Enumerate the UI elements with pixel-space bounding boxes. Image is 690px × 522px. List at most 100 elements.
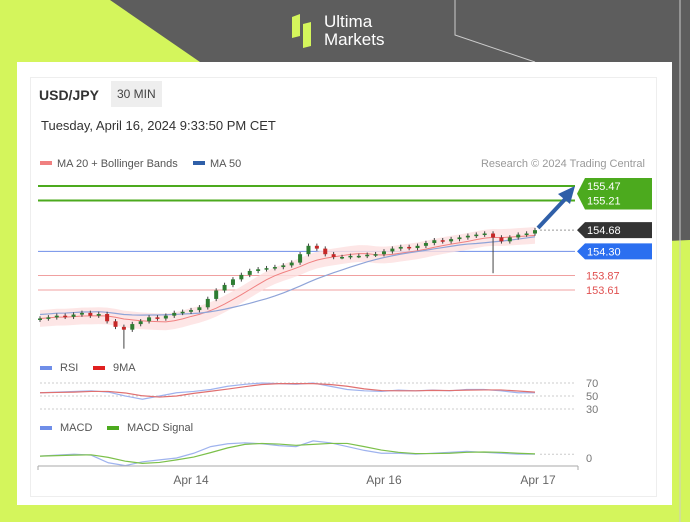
candle-body [281,265,286,268]
candle-body [365,254,370,257]
rsi-level-label: 50 [586,391,598,403]
candle-body [38,318,42,320]
datetime-label: Tuesday, April 16, 2024 9:33:50 PM CET [41,118,276,133]
legend-label: RSI [60,362,78,374]
candle-body [105,314,110,322]
candle-body [533,230,537,234]
timeframe-badge[interactable]: 30 MIN [111,81,162,107]
candle-body [197,307,202,311]
candle-body [516,234,521,238]
legend-label: MACD Signal [127,422,193,434]
last-price-tag [577,222,652,239]
candle-body [130,324,135,330]
candle-body [524,233,529,236]
candle-body [256,269,261,271]
candle-body [398,246,403,249]
candle-body [432,240,437,244]
level-label: 155.21 [587,196,621,208]
candle-body [230,279,235,285]
macd-zero-label: 0 [586,453,592,465]
candle-body [289,262,294,266]
candle-body [306,245,311,255]
rsi-ma-line [39,383,536,398]
candle-body [113,321,118,327]
decor-line [454,0,536,63]
candle-body [381,251,386,255]
candle-body [63,315,68,318]
candle-body [88,312,93,316]
forecast-arrow [536,194,570,230]
legend-swatch [93,366,105,370]
legend-swatch [40,426,52,430]
arrow-head-icon [558,186,575,204]
legend-swatch [40,366,52,370]
rsi-line [39,382,535,400]
candle-body [423,243,428,246]
candle-body [298,254,303,263]
legend-swatch [40,161,52,165]
ma50-line [39,236,536,316]
symbol-label: USD/JPY [39,87,99,103]
level-label: 153.87 [586,270,620,282]
legend-label: MA 20 + Bollinger Bands [57,158,178,170]
candle-body [264,268,269,270]
level-label: 154.30 [587,246,621,258]
x-tick-label: Apr 16 [366,473,402,487]
candle-body [457,237,462,240]
candle-body [96,314,101,316]
rsi-level-label: 70 [586,378,598,390]
candle-body [331,254,336,257]
candle-body [147,317,152,322]
x-tick-label: Apr 17 [520,473,556,487]
candle-body [465,235,470,238]
target-tag [577,178,652,210]
candle-body [138,321,143,325]
candle-body [323,248,328,255]
rsi-level-label: 30 [586,404,598,416]
level-label: 155.47 [587,181,621,193]
level-label: 153.61 [586,285,620,297]
candle-body [189,310,194,312]
pivot-tag [577,243,652,260]
logo-icon [292,14,311,48]
candle-body [163,315,168,319]
candle-body [71,314,76,317]
brand-line1: Ultima [324,12,373,31]
legend-label: MACD [60,422,92,434]
legend-swatch [193,161,205,165]
legend-swatch [107,426,119,430]
brand-line2: Markets [324,30,385,49]
candle-body [272,267,277,269]
candle-body [239,274,244,280]
candle-body [155,317,160,319]
candle-body [172,312,177,316]
candle-body [348,255,353,258]
candle-body [491,233,496,238]
candle-body [314,245,319,249]
candle-body [180,311,185,314]
chart-card: USD/JPY 30 MIN Tuesday, April 16, 2024 9… [17,62,672,505]
legend-label: 9MA [113,362,136,374]
candle-body [474,234,479,237]
candle-body [407,246,412,249]
candle-body [214,290,219,299]
candle-body [46,317,51,319]
x-tick-label: Apr 14 [173,473,209,487]
credit-text: Research © 2024 Trading Central [481,158,645,170]
chart-panel: USD/JPY 30 MIN Tuesday, April 16, 2024 9… [30,77,657,497]
candle-body [499,237,504,242]
candle-body [449,239,454,242]
level-label: 154.68 [587,225,621,237]
candle-body [54,315,59,318]
candle-body [482,233,487,236]
candle-body [247,270,252,275]
candle-body [356,255,361,258]
candle-body [440,240,445,242]
macd-line [39,440,535,467]
macd-signal-line [39,442,536,464]
candle-body [340,256,345,259]
candle-body [121,326,126,330]
candle-body [390,248,395,252]
candle-body [79,312,84,315]
